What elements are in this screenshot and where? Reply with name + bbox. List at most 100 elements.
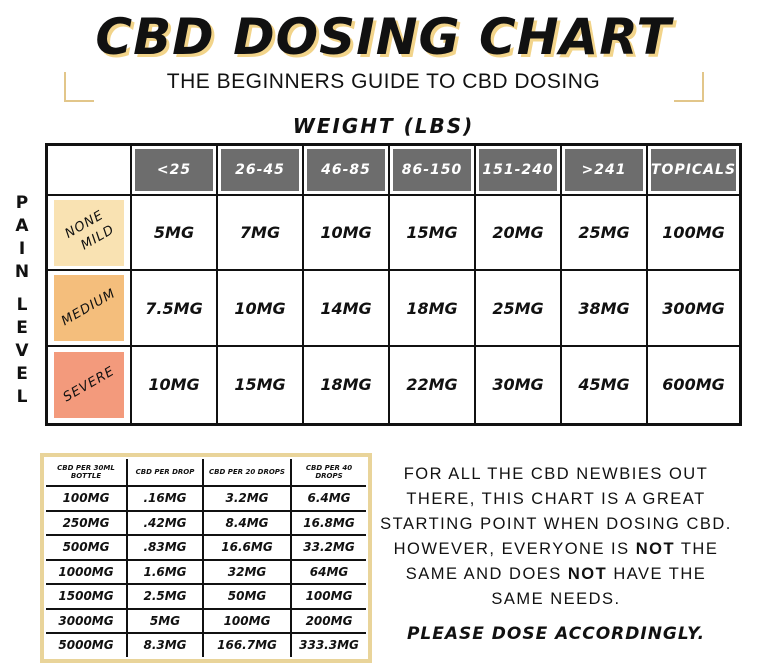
- conversion-cell: 1500MG: [46, 583, 128, 610]
- subtitle: THE BEGINNERS GUIDE TO CBD DOSING: [166, 70, 601, 93]
- note-part: THE SAME AND DOES: [405, 540, 719, 583]
- page-title: CBD DOSING CHART: [95, 8, 672, 66]
- dose-cell: 22MG: [388, 345, 476, 425]
- table-row: SEVERE 10MG 15MG 18MG 22MG 30MG 45MG 600MG: [45, 345, 742, 425]
- note-part: HAVE THE SAME NEEDS.: [491, 565, 707, 608]
- conversion-header: CBD PER 40 DROPS: [290, 459, 366, 487]
- dosing-table: <25 26-45 46-85 86-150 151-240 >241 TOPICALS NO…: [45, 143, 743, 426]
- conversion-header: CBD PER DROP: [126, 459, 204, 487]
- conversion-cell: 100MG: [290, 583, 366, 610]
- conversion-cell: 8.3MG: [126, 632, 204, 657]
- weight-label: WEIGHT (LBS): [292, 114, 475, 138]
- pain-letter: I: [18, 239, 26, 259]
- conversion-row: 500MG .83MG 16.6MG 33.2MG: [46, 534, 366, 561]
- closing-text: PLEASE DOSE ACCORDINGLY.: [406, 624, 706, 644]
- weight-column-header: 151-240: [474, 143, 562, 196]
- conversion-row: 1500MG 2.5MG 50MG 100MG: [46, 583, 366, 610]
- dose-cell: 30MG: [474, 345, 562, 425]
- weight-column-header: 86-150: [388, 143, 476, 196]
- weight-column-header: >241: [560, 143, 648, 196]
- conversion-cell: 166.7MG: [202, 632, 292, 657]
- column-label: <25: [135, 149, 213, 191]
- dose-cell: 14MG: [302, 269, 390, 347]
- conversion-cell: 2.5MG: [126, 583, 204, 610]
- dose-cell: 10MG: [130, 345, 218, 425]
- dose-cell: 10MG: [216, 269, 304, 347]
- pain-level-name: NONE MILD: [62, 207, 118, 259]
- conversion-cell: 5000MG: [46, 632, 128, 657]
- weight-column-header: 26-45: [216, 143, 304, 196]
- dose-cell: 25MG: [474, 269, 562, 347]
- conversion-row: 3000MG 5MG 100MG 200MG: [46, 607, 366, 634]
- dose-cell: 600MG: [646, 345, 742, 425]
- pain-level-cell: MEDIUM: [45, 269, 132, 347]
- conversion-cell: 3000MG: [46, 607, 128, 634]
- weight-column-header: TOPICALS: [646, 143, 742, 196]
- conversion-cell: 250MG: [46, 509, 128, 536]
- pain-letter: L: [16, 295, 28, 315]
- dose-cell: 38MG: [560, 269, 648, 347]
- conversion-header: CBD PER 20 DROPS: [202, 459, 292, 487]
- pain-letter: A: [15, 216, 29, 236]
- dose-cell: 20MG: [474, 194, 562, 271]
- weight-column-header: <25: [130, 143, 218, 196]
- note-emphasis: NOT: [567, 565, 608, 583]
- conversion-cell: 16.8MG: [290, 509, 366, 536]
- conversion-cell: .42MG: [126, 509, 204, 536]
- conversion-cell: 64MG: [290, 558, 366, 585]
- column-label: TOPICALS: [651, 149, 737, 191]
- column-label: 86-150: [393, 149, 471, 191]
- conversion-header: CBD PER 30ML BOTTLE: [46, 459, 128, 487]
- conversion-cell: .16MG: [126, 485, 204, 512]
- dose-cell: 5MG: [130, 194, 218, 271]
- conversion-cell: 5MG: [126, 607, 204, 634]
- dose-cell: 18MG: [388, 269, 476, 347]
- header-row: <25 26-45 46-85 86-150 151-240 >241 TOPICALS: [45, 143, 742, 196]
- pain-letter: E: [16, 364, 28, 384]
- conversion-cell: 100MG: [202, 607, 292, 634]
- conversion-cell: 1.6MG: [126, 558, 204, 585]
- conversion-cell: 500MG: [46, 534, 128, 561]
- pain-letter: N: [14, 262, 30, 282]
- conversion-cell: 16.6MG: [202, 534, 292, 561]
- column-label: 26-45: [221, 149, 299, 191]
- corner-cell: [45, 143, 132, 196]
- dose-cell: 7.5MG: [130, 269, 218, 347]
- conversion-cell: 8.4MG: [202, 509, 292, 536]
- column-label: >241: [565, 149, 643, 191]
- conversion-row: 5000MG 8.3MG 166.7MG 333.3MG: [46, 632, 366, 657]
- conversion-row: 100MG .16MG 3.2MG 6.4MG: [46, 485, 366, 512]
- conversion-cell: 6.4MG: [290, 485, 366, 512]
- pain-letter: E: [16, 318, 28, 338]
- column-label: 46-85: [307, 149, 385, 191]
- note-part: FOR ALL THE CBD NEWBIES OUT THERE, THIS …: [380, 465, 732, 558]
- conversion-cell: 3.2MG: [202, 485, 292, 512]
- dose-cell: 300MG: [646, 269, 742, 347]
- dose-cell: 10MG: [302, 194, 390, 271]
- column-label: 151-240: [479, 149, 557, 191]
- dose-cell: 18MG: [302, 345, 390, 425]
- pain-level-cell: NONE MILD: [45, 194, 132, 271]
- conversion-row: 250MG .42MG 8.4MG 16.8MG: [46, 509, 366, 536]
- table-row: NONE MILD 5MG 7MG 10MG 15MG 20MG 25MG 100MG: [45, 194, 742, 271]
- conversion-header-row: CBD PER 30ML BOTTLE CBD PER DROP CBD PER 2…: [46, 459, 366, 487]
- pain-letter: L: [16, 387, 28, 407]
- conversion-cell: 100MG: [46, 485, 128, 512]
- conversion-cell: 1000MG: [46, 558, 128, 585]
- conversion-cell: .83MG: [126, 534, 204, 561]
- conversion-cell: 32MG: [202, 558, 292, 585]
- pain-level-cell: SEVERE: [45, 345, 132, 425]
- table-row: MEDIUM 7.5MG 10MG 14MG 18MG 25MG 38MG 300MG: [45, 269, 742, 347]
- note-text: FOR ALL THE CBD NEWBIES OUT THERE, THIS …: [380, 462, 732, 612]
- conversion-cell: 50MG: [202, 583, 292, 610]
- conversion-cell: 33.2MG: [290, 534, 366, 561]
- dose-cell: 7MG: [216, 194, 304, 271]
- bracket-right-decoration: [674, 72, 704, 102]
- note-emphasis: NOT: [635, 540, 676, 558]
- pain-letter: V: [15, 341, 29, 361]
- dose-cell: 15MG: [216, 345, 304, 425]
- dose-cell: 25MG: [560, 194, 648, 271]
- conversion-cell: 200MG: [290, 607, 366, 634]
- conversion-table: CBD PER 30ML BOTTLE CBD PER DROP CBD PER 2…: [40, 453, 372, 663]
